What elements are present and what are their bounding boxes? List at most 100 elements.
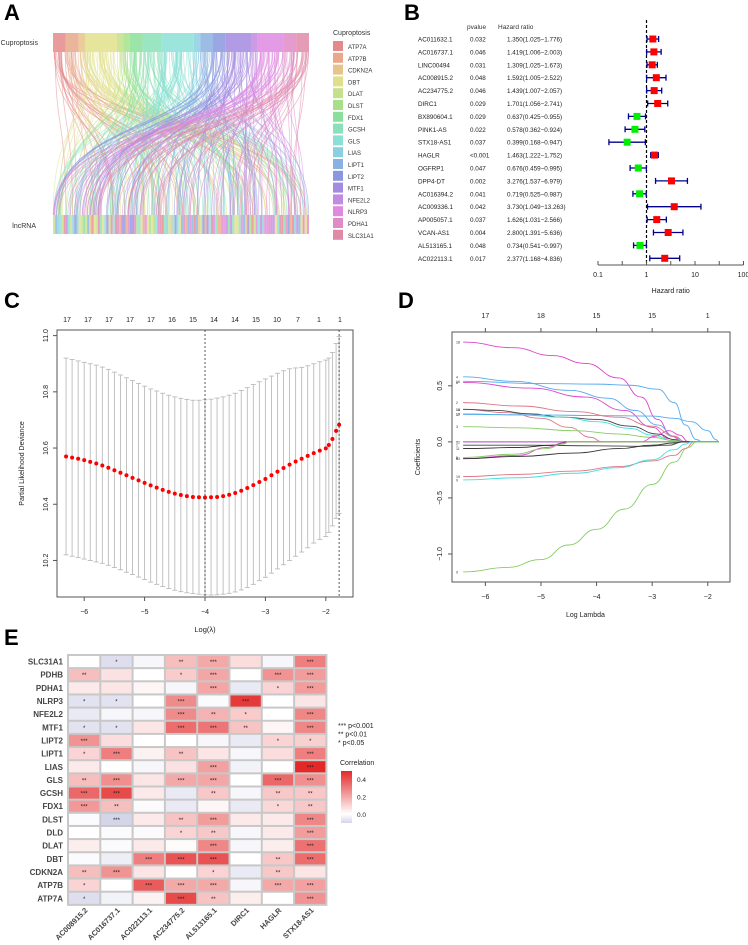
pvalue-label: 0.022 bbox=[470, 127, 486, 134]
sankey-bottom-node bbox=[245, 215, 248, 234]
hr-point bbox=[650, 48, 658, 56]
sankey-flow-link bbox=[130, 51, 166, 216]
heatmap-cell bbox=[230, 853, 261, 865]
heatmap-cell bbox=[198, 761, 229, 773]
heatmap-cell bbox=[133, 813, 164, 825]
x-tick-label: 100 bbox=[738, 272, 748, 279]
sankey-bottom-node bbox=[163, 215, 167, 234]
significance-stars: ** bbox=[82, 673, 87, 679]
deviance-point bbox=[203, 495, 207, 500]
sankey-bottom-node bbox=[106, 215, 109, 234]
deviance-point bbox=[269, 473, 274, 478]
col-label: AC016737.1 bbox=[86, 906, 122, 942]
heatmap-cell bbox=[69, 826, 100, 839]
sankey-bottom-node bbox=[298, 215, 301, 234]
sankey-bottom-node bbox=[232, 215, 235, 234]
heatmap-cell bbox=[69, 721, 100, 733]
sankey-bottom-node bbox=[238, 215, 241, 234]
heatmap-cell bbox=[262, 669, 294, 681]
sankey-flow-link bbox=[53, 51, 284, 216]
sankey-flow-link bbox=[142, 51, 166, 216]
y-tick-label: 10.6 bbox=[43, 441, 50, 455]
sankey-bottom-node bbox=[53, 215, 56, 234]
sankey-bottom-node bbox=[63, 215, 66, 234]
sankey-top-node bbox=[213, 33, 226, 52]
sankey-bottom-node bbox=[104, 215, 107, 234]
significance-stars: *** bbox=[307, 686, 315, 692]
coefficient-path bbox=[463, 413, 719, 443]
row-label: GLS bbox=[47, 776, 64, 785]
heatmap-cell bbox=[295, 682, 326, 694]
significance-stars: * bbox=[180, 831, 183, 837]
heatmap-cell bbox=[198, 800, 229, 812]
legend-swatch bbox=[333, 41, 343, 51]
sankey-bottom-node bbox=[140, 215, 143, 234]
significance-stars: * bbox=[277, 686, 280, 692]
gene-label: LINC00494 bbox=[418, 62, 450, 69]
significance-stars: *** bbox=[81, 805, 89, 811]
heatmap-cell bbox=[165, 879, 197, 891]
significance-stars: *** bbox=[274, 673, 282, 679]
significance-stars: *** bbox=[210, 765, 218, 771]
significance-stars: * bbox=[115, 660, 118, 666]
top-count-label: 1 bbox=[317, 317, 321, 324]
heatmap-cell bbox=[165, 774, 197, 786]
significance-stars: * bbox=[277, 805, 280, 811]
significance-stars: *** bbox=[81, 739, 89, 745]
top-count-label: 14 bbox=[231, 317, 239, 324]
hr-text: 1.439(1.007−2.057) bbox=[507, 88, 562, 95]
heatmap-cell bbox=[69, 892, 100, 904]
sankey-flows bbox=[52, 51, 310, 216]
sankey-top-node bbox=[251, 33, 258, 52]
heatmap-cell bbox=[230, 774, 261, 786]
heatmap-cell bbox=[165, 669, 197, 681]
hr-point bbox=[636, 190, 644, 198]
significance-stars: ** bbox=[82, 870, 87, 876]
sankey-bottom-node bbox=[208, 215, 211, 234]
significance-stars: *** bbox=[113, 870, 121, 876]
path-label: 18 bbox=[456, 341, 460, 345]
y-tick-label: −0.5 bbox=[437, 491, 444, 505]
legend-label: DLST bbox=[348, 104, 364, 110]
sankey-flow-link bbox=[184, 51, 273, 216]
sankey-bottom-node bbox=[247, 215, 250, 234]
heatmap-cell bbox=[262, 879, 294, 891]
sankey-bottom-node bbox=[268, 215, 271, 234]
sankey-bottom-node bbox=[219, 215, 222, 234]
significance-stars: *** bbox=[113, 818, 121, 824]
deviance-point bbox=[76, 456, 81, 461]
colorbar-tick-label: 0.0 bbox=[357, 812, 366, 819]
hr-point bbox=[623, 138, 631, 146]
legend-swatch bbox=[333, 159, 343, 169]
significance-stars: * bbox=[212, 870, 215, 876]
sankey-flow-link bbox=[58, 51, 126, 216]
sankey-bottom-node bbox=[270, 215, 273, 234]
gene-label: OGFRP1 bbox=[418, 166, 444, 173]
sankey-flow-link bbox=[159, 51, 295, 216]
gene-label: AC234775.2 bbox=[418, 88, 454, 95]
gene-label: PINK1-AS bbox=[418, 127, 447, 134]
sankey-left-label-top: Cuproptosis bbox=[1, 40, 39, 47]
significance-stars: *** bbox=[210, 778, 218, 784]
sankey-bottom-node bbox=[129, 215, 132, 234]
sankey-bottom-node bbox=[281, 215, 284, 234]
sankey-bottom-node bbox=[240, 215, 243, 234]
heatmap-cell bbox=[133, 879, 164, 891]
heatmap-cell bbox=[133, 800, 164, 812]
row-label: DLD bbox=[47, 829, 64, 838]
heatmap-cell bbox=[101, 734, 132, 747]
sankey-flow-link bbox=[177, 51, 234, 216]
heatmap-cell bbox=[262, 813, 294, 825]
sankey-bottom-node bbox=[253, 215, 256, 234]
path-label: 9 bbox=[456, 478, 458, 482]
path-label: 16 bbox=[456, 380, 460, 384]
sankey-bottom-node bbox=[178, 215, 181, 234]
hr-point bbox=[664, 229, 672, 236]
sankey-bottom-node bbox=[168, 215, 171, 234]
deviance-point bbox=[227, 492, 232, 497]
deviance-point bbox=[160, 487, 165, 492]
x-axis-title: Hazard ratio bbox=[652, 288, 690, 295]
sankey-bottom-node bbox=[225, 215, 228, 234]
pvalue-label: 0.037 bbox=[470, 140, 486, 147]
legend-label: ATP7A bbox=[348, 45, 367, 51]
